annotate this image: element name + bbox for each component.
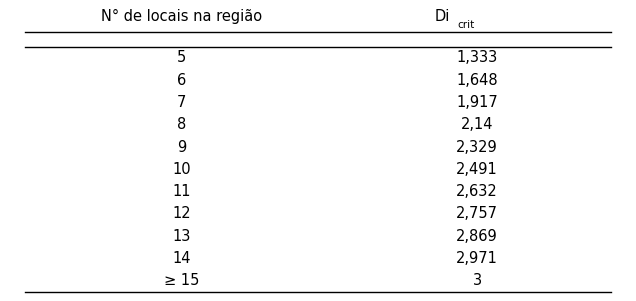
Text: 2,971: 2,971 xyxy=(456,251,498,266)
Text: N° de locais na região: N° de locais na região xyxy=(100,9,262,24)
Text: ≥ 15: ≥ 15 xyxy=(163,273,199,288)
Text: 14: 14 xyxy=(172,251,191,266)
Text: 11: 11 xyxy=(172,184,191,199)
Text: 2,329: 2,329 xyxy=(456,139,498,154)
Text: 2,491: 2,491 xyxy=(456,162,498,177)
Text: 3: 3 xyxy=(473,273,481,288)
Text: 2,757: 2,757 xyxy=(456,206,498,222)
Text: 1,917: 1,917 xyxy=(456,95,498,110)
Text: crit: crit xyxy=(457,20,475,30)
Text: 13: 13 xyxy=(172,229,190,244)
Text: 1,333: 1,333 xyxy=(457,50,497,65)
Text: 10: 10 xyxy=(172,162,191,177)
Text: 12: 12 xyxy=(172,206,191,222)
Text: Di: Di xyxy=(434,9,450,24)
Text: 8: 8 xyxy=(177,117,186,132)
Text: 2,869: 2,869 xyxy=(456,229,498,244)
Text: 7: 7 xyxy=(177,95,186,110)
Text: 2,632: 2,632 xyxy=(456,184,498,199)
Text: 1,648: 1,648 xyxy=(456,73,498,88)
Text: 9: 9 xyxy=(177,139,186,154)
Text: 5: 5 xyxy=(177,50,186,65)
Text: 2,14: 2,14 xyxy=(460,117,494,132)
Text: 6: 6 xyxy=(177,73,186,88)
